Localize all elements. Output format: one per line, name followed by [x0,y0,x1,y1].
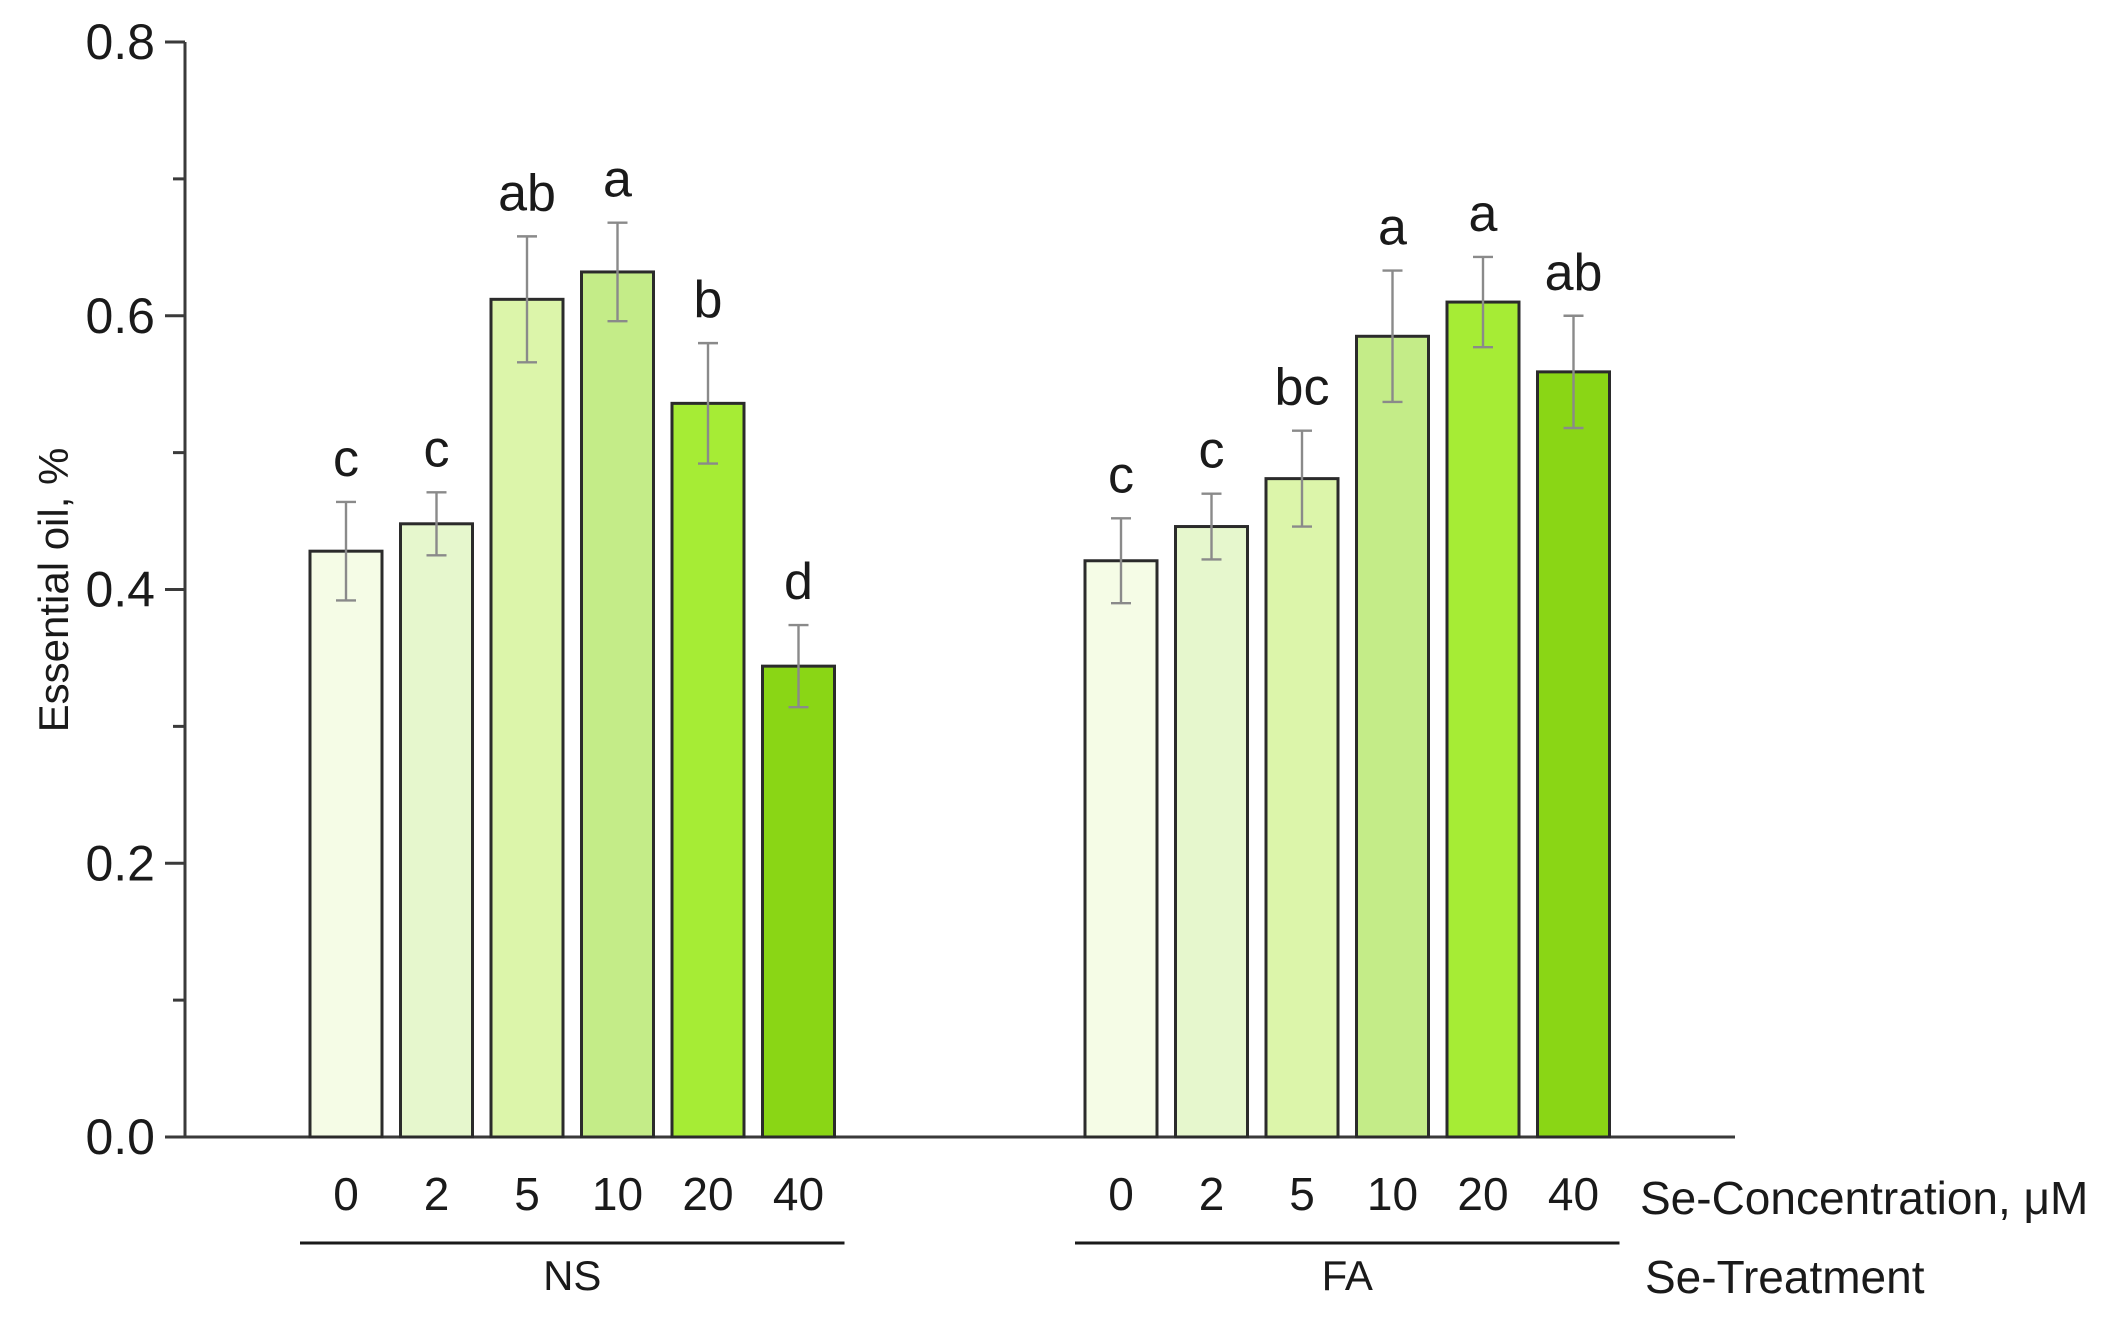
y-tick-label: 0.8 [85,14,155,70]
bar-fa-20 [1445,300,1521,1139]
bar-ns-5 [489,297,565,1139]
y-tick-label: 0.2 [85,835,155,891]
group-label-ns: NS [543,1252,601,1299]
bar-fa-5 [1264,477,1340,1139]
x-tick-label: 5 [514,1168,540,1220]
bar-ns-0 [308,549,384,1139]
y-tick-label: 0.6 [85,288,155,344]
y-axis-title: Essential oil, % [30,448,77,733]
bar-ns-10 [580,270,655,1139]
bar-fa-40 [1536,370,1611,1139]
bar-ns-2 [399,522,474,1139]
bar-ns-40 [761,664,836,1139]
significance-letter: c [1199,422,1225,480]
bar-fa-10 [1355,334,1430,1139]
bar-ns-20 [670,401,746,1139]
significance-letter: ab [1545,244,1603,302]
significance-letter: bc [1275,359,1330,417]
significance-letter: c [1108,446,1134,504]
bar-fa-2 [1174,525,1249,1139]
significance-letter: a [603,151,632,209]
x-tick-label: 10 [592,1168,643,1220]
x-tick-label: 2 [424,1168,450,1220]
significance-letter: b [694,271,723,329]
x-tick-label: 5 [1289,1168,1315,1220]
group-axis-title: Se-Treatment [1645,1251,1925,1303]
x-tick-label: 20 [1457,1168,1508,1220]
bar-fa-0 [1083,559,1159,1139]
bars [308,221,1611,1139]
significance-letter: c [424,420,450,478]
group-label-fa: FA [1322,1252,1373,1299]
significance-letter: d [784,553,813,611]
significance-letter: c [333,430,359,488]
x-tick-label: 20 [682,1168,733,1220]
labels: 0.0 0.2 0.4 0.6 0.8 c 0 c 2 ab 5 a 10 b 20 d 40 NS c 0 c 2 bc 5… [85,14,1602,1299]
x-axis-title: Se-Concentration, μM [1640,1172,2088,1224]
x-tick-label: 40 [1548,1168,1599,1220]
x-tick-label: 10 [1367,1168,1418,1220]
significance-letter: a [1378,199,1407,257]
x-tick-label: 2 [1199,1168,1225,1220]
x-tick-label: 0 [333,1168,359,1220]
x-tick-label: 40 [773,1168,824,1220]
y-tick-label: 0.4 [85,562,155,618]
significance-letter: a [1469,185,1498,243]
x-tick-label: 0 [1108,1168,1134,1220]
y-tick-label: 0.0 [85,1109,155,1165]
significance-letter: ab [498,164,556,222]
